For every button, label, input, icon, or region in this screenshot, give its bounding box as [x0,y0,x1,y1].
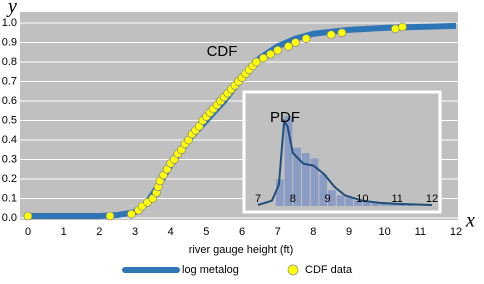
inset-x-tick-label: 11 [391,193,402,205]
x-tick-label: 12 [450,226,462,238]
y-tick-label: 0.3 [2,153,17,165]
histogram-bar [345,197,354,206]
data-point [284,42,293,51]
x-axis-symbol: x [465,210,475,232]
y-tick-label: 0.5 [2,114,17,126]
y-tick-label: 0.6 [2,95,17,107]
x-tick-label: 0 [25,226,31,238]
histogram-bar [293,147,301,206]
y-tick-label: 0.7 [2,75,17,87]
data-point [326,30,336,40]
pdf-line [257,118,433,206]
histogram-bar [284,115,293,206]
data-point [127,209,136,219]
x-tick-label: 6 [239,226,245,238]
x-tick-label: 11 [415,226,426,238]
inset-x-tick-label: 12 [426,193,438,205]
histogram-bar [328,190,336,206]
data-point [301,34,311,43]
data-point [266,49,275,59]
y-tick-label: 0.0 [2,212,17,224]
histogram-bar [380,203,388,206]
x-tick-label: 10 [379,226,391,238]
legend-label: log metalog [182,264,239,276]
inset-x-tick-label: 7 [255,193,261,205]
x-tick-label: 3 [132,226,138,238]
data-point [105,211,115,221]
legend-swatch [287,264,299,276]
legend-label: CDF data [305,264,353,276]
y-axis-symbol: y [6,0,17,18]
y-tick-label: 0.2 [2,173,17,185]
histogram-bar [354,200,362,206]
histogram-bar [397,204,406,206]
data-point [23,211,33,221]
x-tick-label: 5 [203,226,209,238]
histogram-bar [319,174,328,206]
data-point [391,24,400,34]
x-tick-label: 1 [61,226,67,238]
annotation: PDF [270,109,300,126]
x-axis-label: river gauge height (ft) [189,244,294,256]
histogram-bar [310,158,319,206]
histogram-bar [336,195,345,206]
y-tick-label: 0.9 [2,36,17,48]
x-tick-label: 7 [275,226,281,238]
y-tick-label: 0.1 [2,192,17,204]
data-point [251,57,261,67]
inset-x-tick-label: 8 [290,193,296,205]
data-point [273,45,283,55]
x-tick-label: 8 [310,226,316,238]
histogram-bar [302,153,310,206]
y-tick-label: 0.4 [2,134,17,146]
data-point [259,53,268,63]
histogram-bar [371,202,380,206]
annotation: CDF [207,43,238,60]
histogram-bar [275,179,284,206]
x-tick-label: 4 [168,226,174,238]
y-tick-label: 0.8 [2,56,17,68]
data-point [398,22,407,32]
inset-x-tick-label: 9 [325,193,331,205]
data-point [291,38,300,47]
y-tick-label: 1.0 [2,17,17,29]
x-tick-label: 2 [96,226,102,238]
inset-x-tick-label: 10 [356,193,368,205]
data-point [337,28,347,38]
histogram-bar [389,203,397,206]
histogram-bar [406,204,415,206]
histogram-bar [362,201,371,206]
x-tick-label: 9 [346,226,352,238]
